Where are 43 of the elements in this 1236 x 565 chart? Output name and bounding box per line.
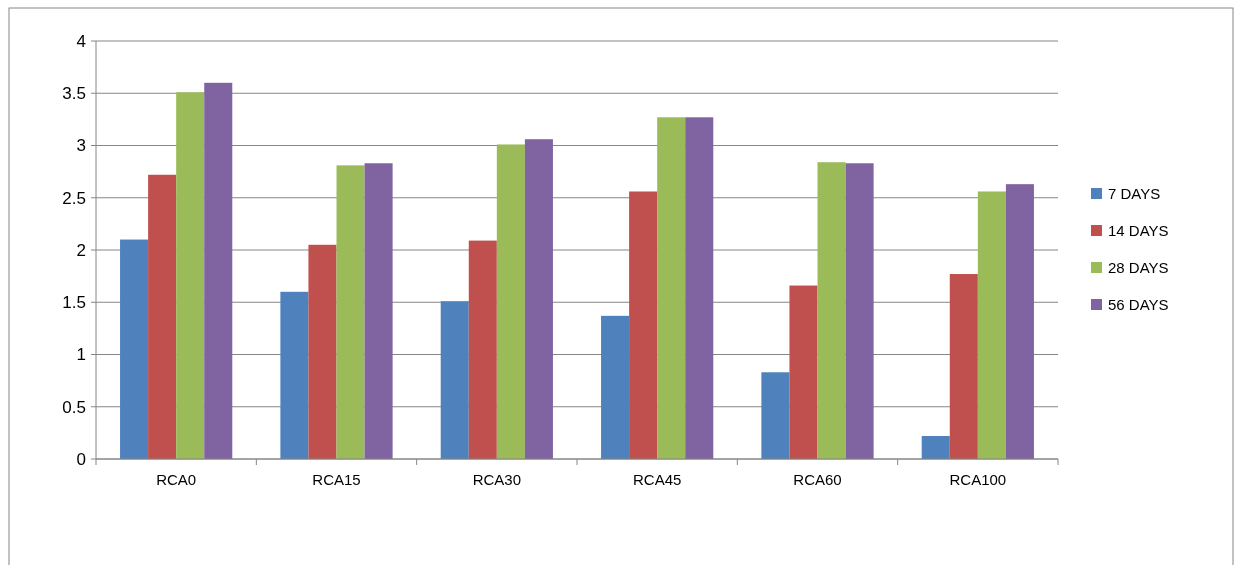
bar [440,301,469,459]
y-tick-label: 2.5 [62,188,86,208]
legend-label: 14 DAYS [1108,222,1169,240]
bar [204,82,233,459]
y-tick-label: 4 [76,31,86,51]
bar [657,117,686,459]
bar [1005,184,1034,459]
bar [524,139,553,459]
x-tick-label: RCA30 [472,471,522,488]
bar [601,315,630,459]
x-tick-label: RCA45 [632,471,682,488]
bar [629,191,658,459]
bar [468,240,497,459]
legend-label: 56 DAYS [1108,296,1169,314]
y-tick-label: 0 [76,449,86,469]
legend-label: 7 DAYS [1108,185,1161,203]
x-tick-label: RCA60 [793,471,842,488]
bar [845,163,874,459]
x-tick-label: RCA0 [156,471,197,488]
legend-label: 28 DAYS [1108,259,1169,277]
y-tick-label: 0.5 [62,397,86,417]
bar [280,291,309,459]
y-tick-label: 1.5 [62,293,86,313]
bar [921,436,950,459]
bar [336,165,365,459]
bar [120,239,149,459]
bar [148,174,177,459]
bar [364,163,393,459]
x-tick-label: RCA100 [949,471,1007,488]
bar [308,244,337,459]
bar [977,191,1006,459]
bar [789,285,818,459]
bar [176,92,205,459]
bar [496,144,525,459]
y-tick-label: 2 [76,240,86,260]
y-tick-label: 3.5 [62,84,86,104]
bar [949,274,978,459]
bar [817,162,846,459]
y-tick-label: 3 [76,136,86,156]
y-tick-label: 1 [76,345,86,365]
bar [685,117,714,459]
x-tick-label: RCA15 [312,471,361,488]
bar [761,372,790,459]
